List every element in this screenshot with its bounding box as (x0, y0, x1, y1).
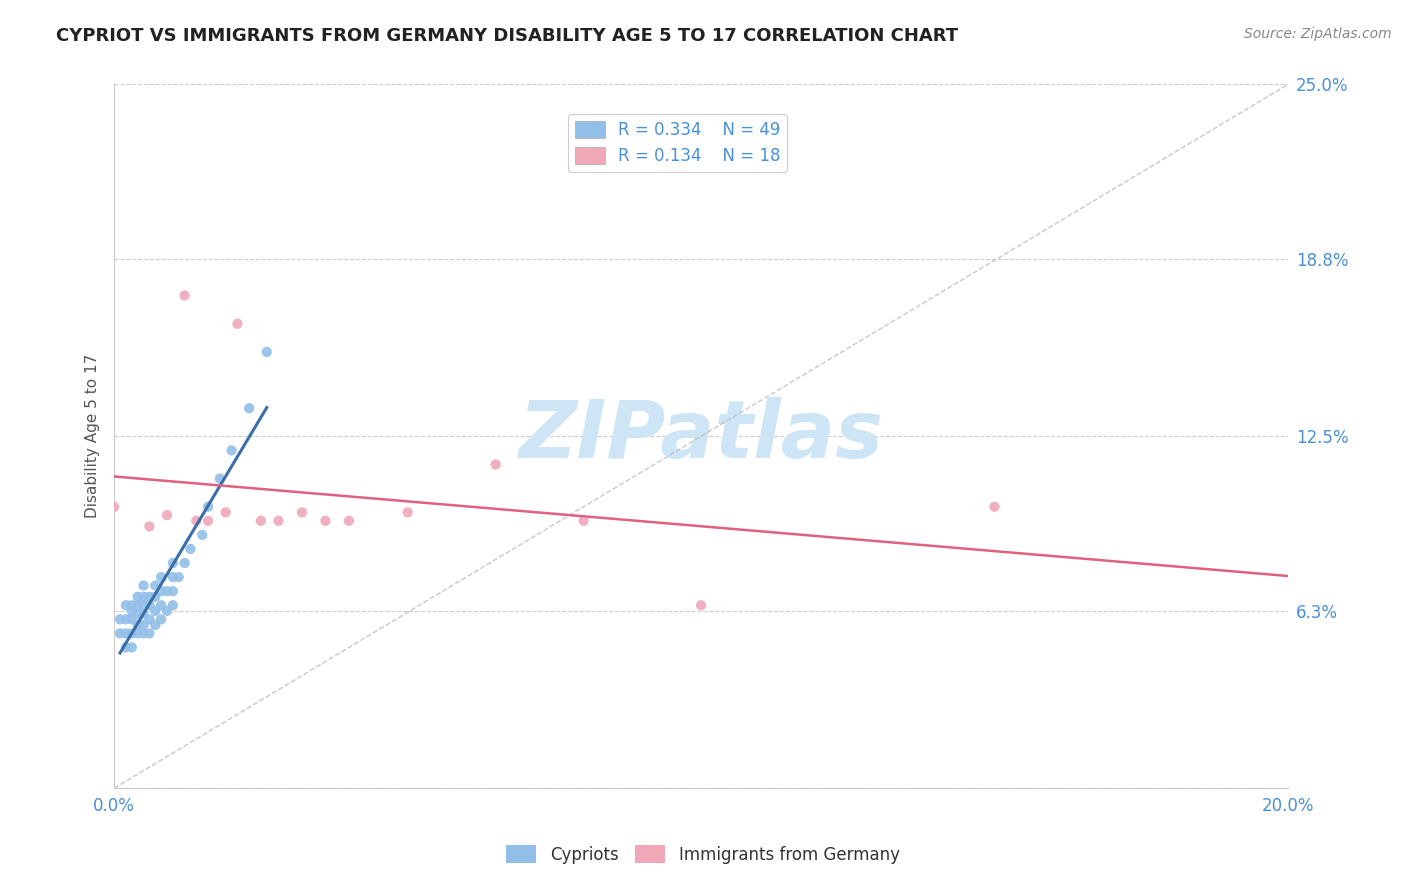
Y-axis label: Disability Age 5 to 17: Disability Age 5 to 17 (86, 354, 100, 518)
Point (156, 604, 179, 618)
Point (485, 458, 508, 472)
Point (983, 500, 1005, 514)
Point (396, 505, 419, 519)
Point (132, 599, 155, 613)
Point (132, 626, 155, 640)
Text: ZIPatlas: ZIPatlas (519, 397, 883, 475)
Point (314, 514, 336, 528)
Point (132, 618, 155, 632)
Point (121, 640, 143, 655)
Point (121, 604, 143, 618)
Point (138, 590, 160, 604)
Point (132, 590, 155, 604)
Point (150, 570, 173, 584)
Point (291, 505, 314, 519)
Point (115, 599, 138, 613)
Point (162, 556, 184, 570)
Point (143, 618, 166, 632)
Point (127, 618, 149, 632)
Point (267, 514, 290, 528)
Text: CYPRIOT VS IMMIGRANTS FROM GERMANY DISABILITY AGE 5 TO 17 CORRELATION CHART: CYPRIOT VS IMMIGRANTS FROM GERMANY DISAB… (56, 27, 959, 45)
Point (156, 508, 179, 523)
Point (250, 514, 273, 528)
Point (143, 590, 166, 604)
Point (138, 612, 160, 626)
Point (238, 401, 260, 416)
Point (138, 626, 160, 640)
Point (108, 626, 131, 640)
Point (572, 514, 595, 528)
Point (186, 514, 208, 528)
Point (162, 584, 184, 599)
Text: Source: ZipAtlas.com: Source: ZipAtlas.com (1244, 27, 1392, 41)
Point (173, 288, 195, 302)
Point (103, 500, 125, 514)
Point (150, 612, 173, 626)
Point (179, 541, 201, 556)
Point (121, 626, 143, 640)
Point (143, 578, 166, 592)
Point (256, 344, 278, 359)
Point (127, 626, 149, 640)
Point (132, 578, 155, 592)
Point (191, 528, 214, 542)
Point (115, 640, 138, 655)
Point (208, 472, 231, 486)
Point (337, 514, 360, 528)
Point (115, 612, 138, 626)
Point (226, 317, 249, 331)
Point (132, 607, 155, 621)
Point (197, 500, 219, 514)
Point (143, 604, 166, 618)
Point (121, 599, 143, 613)
Point (150, 584, 173, 599)
Point (221, 443, 243, 458)
Point (127, 599, 149, 613)
Point (115, 626, 138, 640)
Point (162, 570, 184, 584)
Point (138, 599, 160, 613)
Legend: R = 0.334    N = 49, R = 0.134    N = 18: R = 0.334 N = 49, R = 0.134 N = 18 (568, 114, 787, 172)
Point (173, 556, 195, 570)
Point (690, 599, 713, 613)
Point (108, 612, 131, 626)
Point (150, 599, 173, 613)
Point (197, 514, 219, 528)
Point (127, 590, 149, 604)
Point (127, 607, 149, 621)
Point (121, 612, 143, 626)
Point (156, 584, 179, 599)
Point (167, 570, 190, 584)
Point (162, 599, 184, 613)
Point (138, 519, 160, 533)
Legend: Cypriots, Immigrants from Germany: Cypriots, Immigrants from Germany (499, 838, 907, 871)
Point (215, 505, 238, 519)
